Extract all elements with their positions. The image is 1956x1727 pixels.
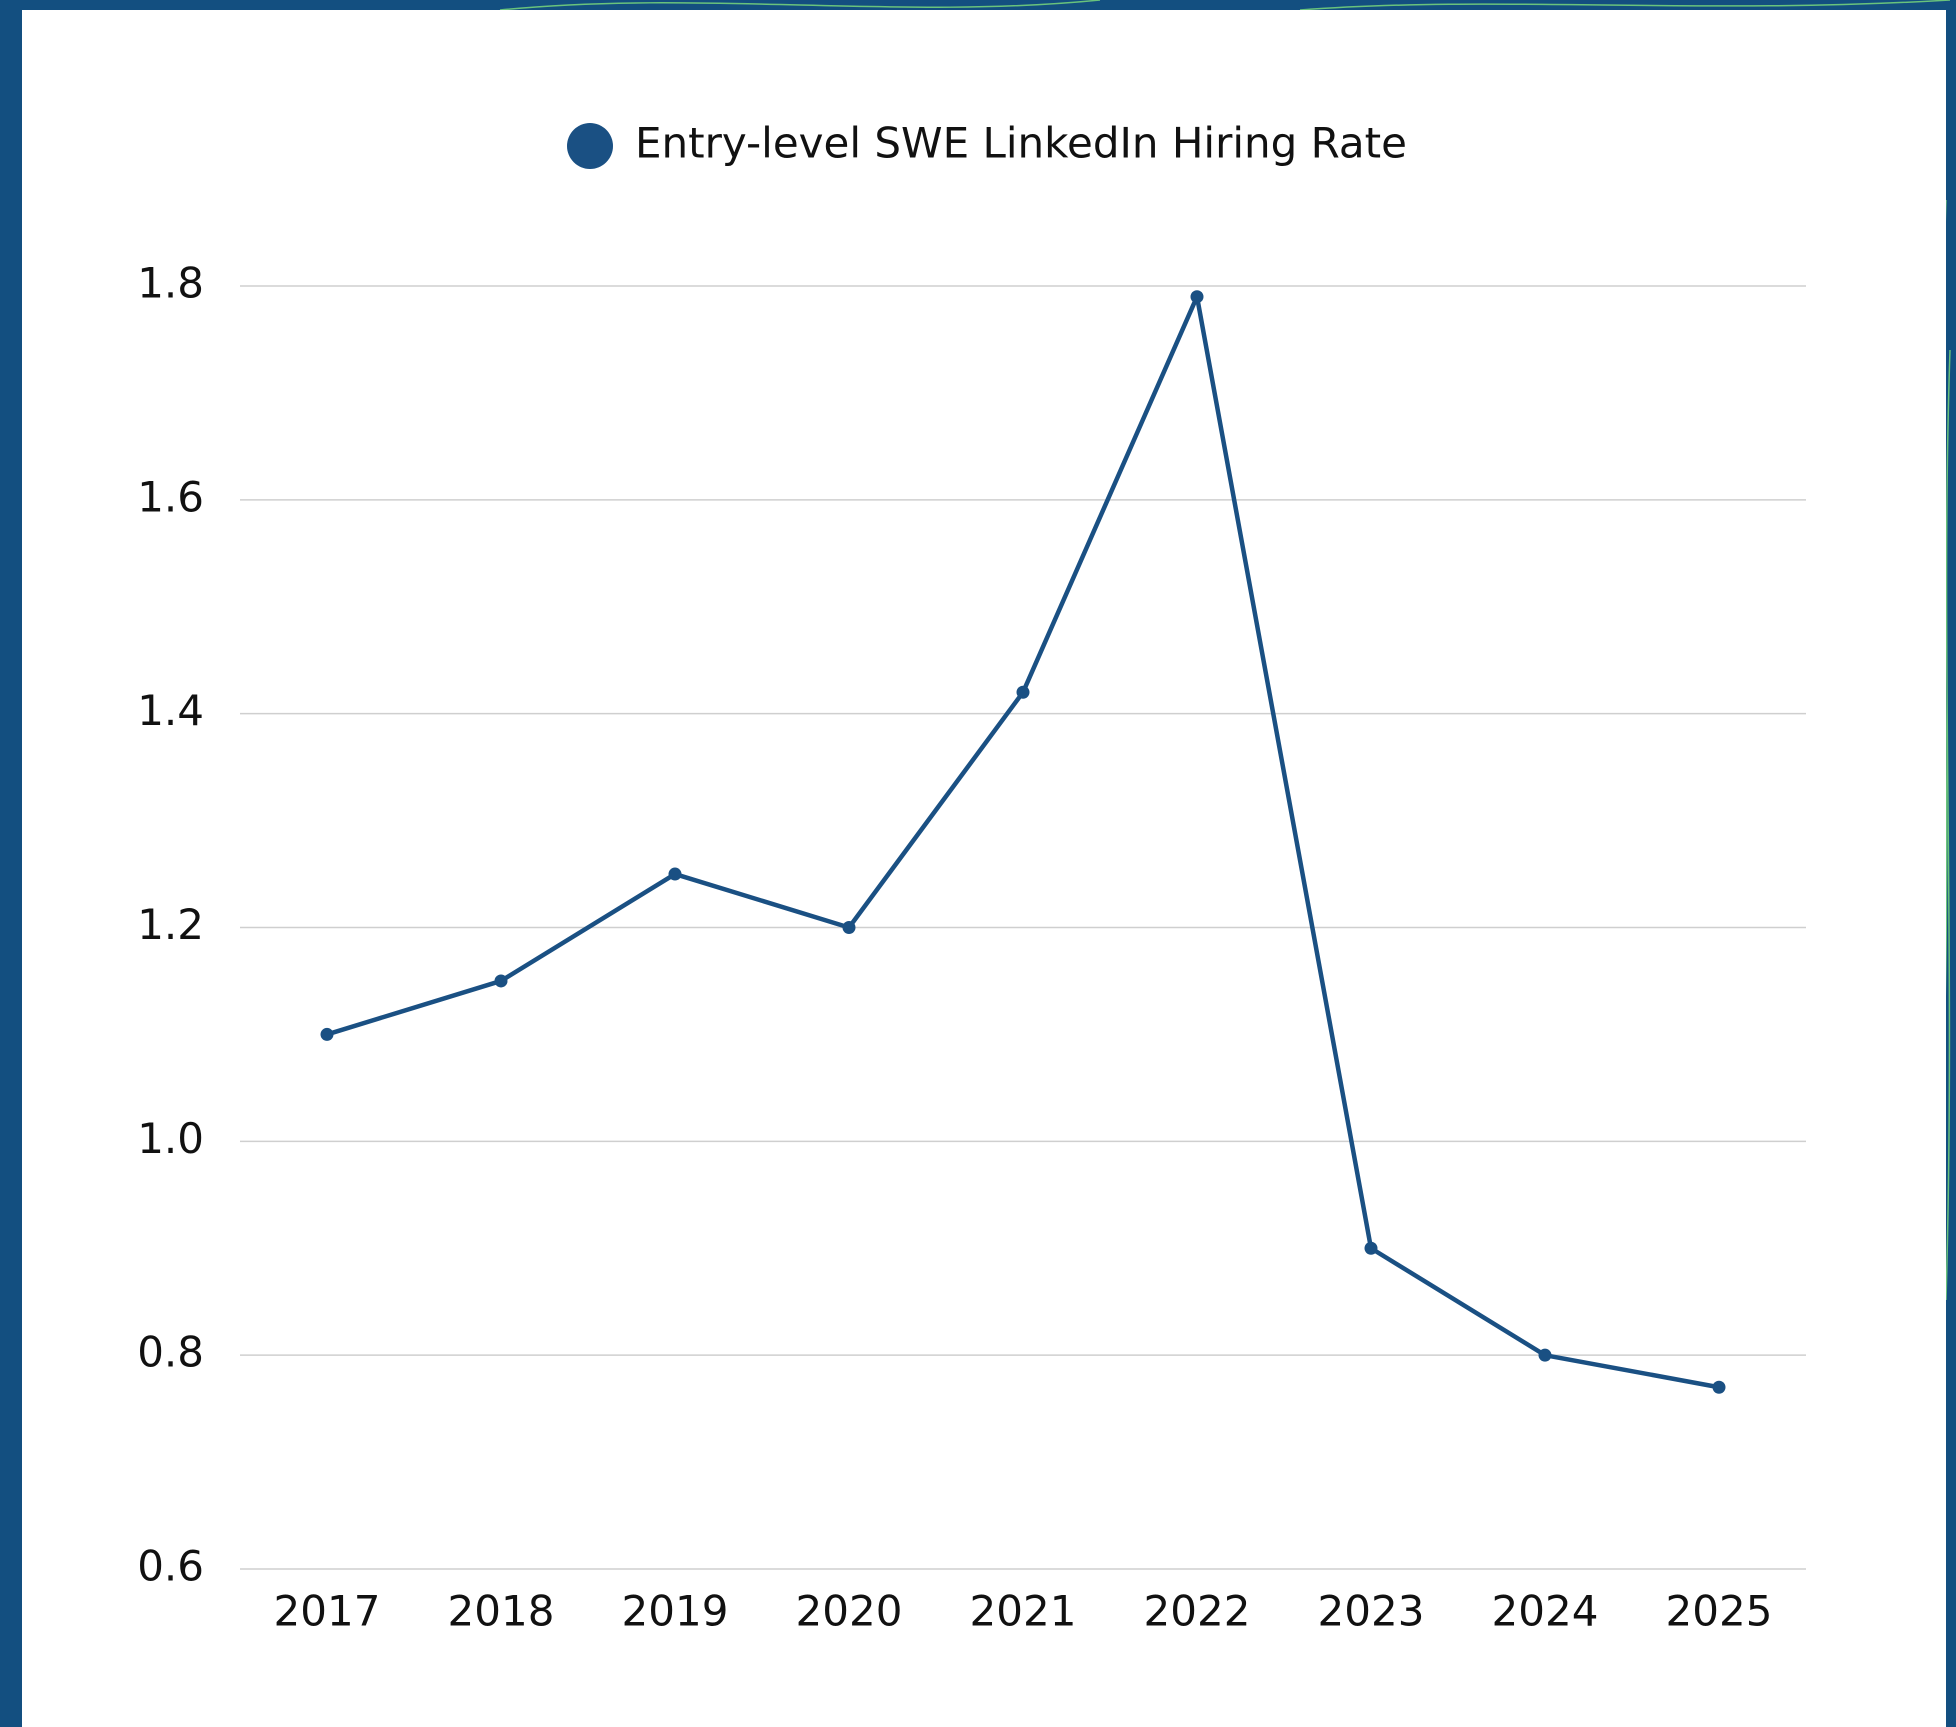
point — [1538, 1348, 1552, 1362]
point — [668, 867, 682, 881]
point — [1016, 685, 1030, 699]
x-tick-label: 2024 — [1492, 1587, 1599, 1636]
x-tick-label: 2023 — [1318, 1587, 1425, 1636]
legend-label: Entry-level SWE LinkedIn Hiring Rate — [635, 119, 1407, 168]
y-tick-label: 1.4 — [137, 686, 204, 735]
x-tick-label: 2017 — [274, 1587, 381, 1636]
panel — [22, 10, 1946, 1727]
x-tick-label: 2018 — [448, 1587, 555, 1636]
point — [1712, 1380, 1726, 1394]
x-tick-label: 2020 — [796, 1587, 903, 1636]
x-tick-label: 2022 — [1144, 1587, 1251, 1636]
point — [1364, 1241, 1378, 1255]
y-tick-label: 0.8 — [137, 1328, 204, 1377]
y-tick-label: 1.6 — [137, 472, 204, 521]
point — [494, 974, 508, 988]
x-tick-label: 2019 — [622, 1587, 729, 1636]
point — [1190, 290, 1204, 304]
x-tick-label: 2021 — [970, 1587, 1077, 1636]
legend-marker — [567, 123, 613, 169]
x-tick-label: 2025 — [1666, 1587, 1773, 1636]
y-tick-label: 1.2 — [137, 900, 204, 949]
y-tick-label: 0.6 — [137, 1542, 204, 1591]
y-tick-label: 1.0 — [137, 1114, 204, 1163]
y-tick-label: 1.8 — [137, 259, 204, 308]
point — [320, 1027, 334, 1041]
point — [842, 921, 856, 934]
